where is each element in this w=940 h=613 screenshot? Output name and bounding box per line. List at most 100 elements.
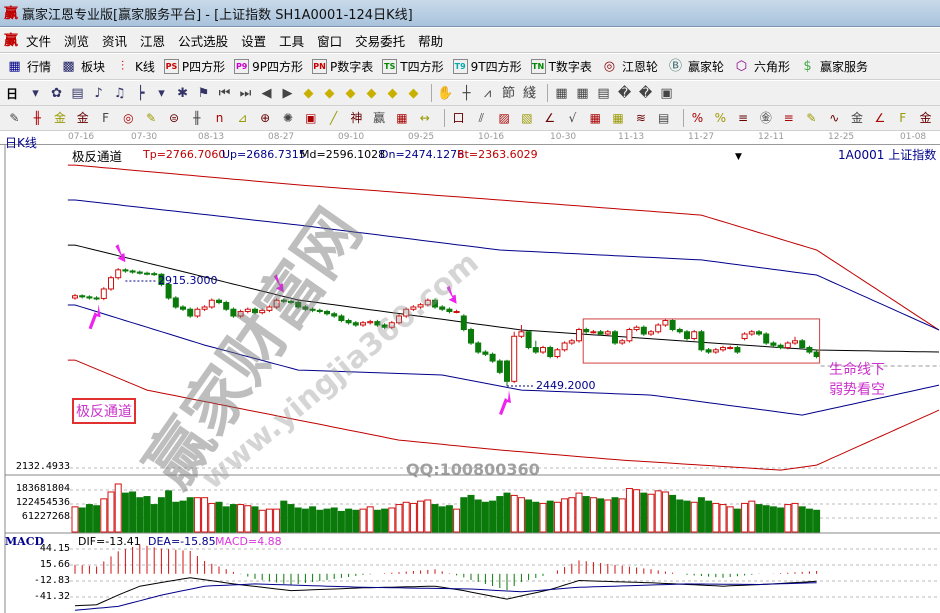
star-icon[interactable]: ✺	[282, 110, 293, 125]
calendar-icon[interactable]: ▦	[555, 85, 568, 101]
fingerprint-icon[interactable]: ✱	[177, 85, 188, 101]
toolbar-button-p9[interactable]: P9 9P四方形	[234, 58, 303, 75]
fan-box-icon[interactable]: ▨	[498, 110, 510, 125]
zoom-in-icon[interactable]: ◆	[366, 85, 377, 101]
next-icon[interactable]: ▶	[282, 85, 293, 101]
zoom-left-icon[interactable]: ◆	[303, 85, 314, 101]
menu-window[interactable]: 窗口	[317, 33, 343, 49]
spiral-icon[interactable]: ◎	[123, 110, 134, 125]
toolbar-button-hexagon[interactable]: ⬡ 六角形	[733, 58, 790, 75]
n2-icon[interactable]: n	[215, 110, 224, 125]
zoom-out-icon[interactable]: ◆	[387, 85, 398, 101]
candle-body	[115, 269, 122, 279]
fan-box-2-icon[interactable]: ▧	[521, 110, 533, 125]
gold-2-icon[interactable]: 金	[919, 110, 932, 125]
toolbar-button-pn[interactable]: PN P数字表	[312, 58, 373, 75]
gold-line-2-icon[interactable]: 金	[76, 110, 89, 125]
calculator-icon[interactable]: ▦	[576, 85, 589, 101]
toolbar-button-quote-grid[interactable]: ▦ 行情	[6, 58, 51, 75]
period-selector[interactable]: 日	[6, 85, 18, 102]
first-icon[interactable]: ⏮	[218, 85, 231, 101]
box-icon[interactable]: 口	[452, 110, 465, 125]
fan-icon[interactable]: ⫽	[478, 110, 484, 125]
gold-line-icon[interactable]: 金	[53, 110, 66, 125]
square-icon[interactable]: ▣	[305, 110, 317, 125]
pen-2-icon[interactable]: ✎	[806, 110, 817, 125]
percent-line-icon[interactable]: ≡	[738, 110, 749, 125]
crosshair-icon[interactable]: ┼	[462, 85, 471, 101]
toolbar-button-t9[interactable]: T9 9T四方形	[452, 58, 522, 75]
dropdown-arrow-icon[interactable]: ▾	[32, 85, 39, 101]
festival-icon[interactable]: 節	[502, 85, 516, 101]
menu-news[interactable]: 资讯	[102, 33, 128, 49]
volume-bar	[93, 505, 101, 533]
grid-3-icon[interactable]: ▦	[589, 110, 601, 125]
step-3-icon[interactable]: ♪	[94, 85, 103, 101]
title-bar: 赢 赢家江恩专业版[赢家服务平台] - [上证指数 SH1A0001-124日K…	[0, 0, 940, 27]
pen-icon[interactable]: ✎	[9, 110, 20, 125]
menu-browse[interactable]: 浏览	[64, 33, 90, 49]
zoom-right-icon[interactable]: ◆	[324, 85, 335, 101]
network-icon[interactable]: �	[638, 85, 653, 101]
volume-bar	[309, 506, 317, 533]
ruler-icon[interactable]: ▦	[396, 110, 408, 125]
menu-gann[interactable]: 江恩	[140, 33, 166, 49]
toolbar-button-tn[interactable]: TN T数字表	[530, 58, 592, 75]
gold-lines-icon[interactable]: ≡	[783, 110, 794, 125]
flag-icon[interactable]: ⚑	[197, 85, 210, 101]
lines-icon[interactable]: ╱	[329, 110, 338, 125]
menu-logo-icon[interactable]: 赢	[4, 33, 18, 49]
grid-2-icon[interactable]: ╫	[193, 110, 201, 125]
angle-icon[interactable]: ⊿	[237, 110, 248, 125]
f-angle-icon[interactable]: F	[899, 110, 907, 125]
wave-icon[interactable]: ∿	[829, 110, 840, 125]
percent-icon[interactable]: %	[714, 110, 726, 125]
percent-fan-icon[interactable]: %	[691, 110, 704, 125]
gold-icon[interactable]: 金	[851, 110, 864, 125]
toolbar-button-ts[interactable]: TS T四方形	[382, 58, 444, 75]
zoom-v-icon[interactable]: ◆	[408, 85, 419, 101]
zigzag-icon[interactable]: ⩘	[483, 85, 492, 101]
last-icon[interactable]: ⏭	[239, 85, 252, 101]
pattern-icon[interactable]: ✿	[51, 85, 62, 101]
toolbar-button-gann-wheel[interactable]: ◎ 江恩轮	[601, 58, 658, 75]
zoom-h-icon[interactable]: ◆	[345, 85, 356, 101]
toolbar-button-ps[interactable]: PS P四方形	[163, 58, 225, 75]
circle-icon[interactable]: ⊜	[168, 110, 179, 125]
menu-file[interactable]: 文件	[26, 33, 52, 49]
f-line-icon[interactable]: F	[102, 110, 110, 125]
save-icon[interactable]: �	[617, 85, 632, 101]
notebook-icon[interactable]: ▤	[597, 85, 610, 101]
notes-icon[interactable]: ▤	[71, 85, 84, 101]
parallel-icon[interactable]: ≋	[635, 110, 646, 125]
print-icon[interactable]: ▣	[660, 85, 673, 101]
candle-body	[100, 288, 107, 299]
v-icon[interactable]: √	[568, 110, 577, 125]
grid-icon[interactable]: ╫	[33, 110, 41, 125]
toolbar-button-big-wheel[interactable]: Ⓑ 赢家轮	[667, 58, 724, 75]
line-icon[interactable]: 綫	[523, 85, 537, 101]
target-icon[interactable]: ⊕	[260, 110, 271, 125]
angle-3-icon[interactable]: ∠	[874, 110, 886, 125]
menu-formula[interactable]: 公式选股	[178, 33, 229, 49]
toolbar-button-dollar[interactable]: $ 赢家服务	[799, 58, 868, 75]
step-9-icon[interactable]: ♫	[113, 85, 126, 101]
angle-2-icon[interactable]: ∠	[544, 110, 556, 125]
width-icon[interactable]: ↔	[419, 110, 430, 125]
menu-tools[interactable]: 工具	[279, 33, 305, 49]
toolbar-button-kline[interactable]: ⫶ K线	[114, 58, 155, 75]
grid-4-icon[interactable]: ▦	[612, 110, 624, 125]
win-icon[interactable]: 赢	[373, 110, 386, 125]
gold-coin-icon[interactable]: ㊎	[759, 110, 772, 125]
dropdown-arrow-icon[interactable]: ▾	[158, 85, 165, 101]
god-icon[interactable]: 神	[350, 110, 363, 125]
menu-help[interactable]: 帮助	[418, 33, 444, 49]
hand-icon[interactable]: ✋	[437, 85, 454, 101]
prev-icon[interactable]: ◀	[261, 85, 272, 101]
toolbar-button-sector-blocks[interactable]: ▩ 板块	[60, 58, 105, 75]
cursor-line-icon[interactable]: ┝	[136, 85, 145, 101]
menu-trade[interactable]: 交易委托	[355, 33, 406, 49]
table-icon[interactable]: ▤	[658, 110, 670, 125]
pen-red-icon[interactable]: ✎	[146, 110, 157, 125]
menu-settings[interactable]: 设置	[241, 33, 267, 49]
